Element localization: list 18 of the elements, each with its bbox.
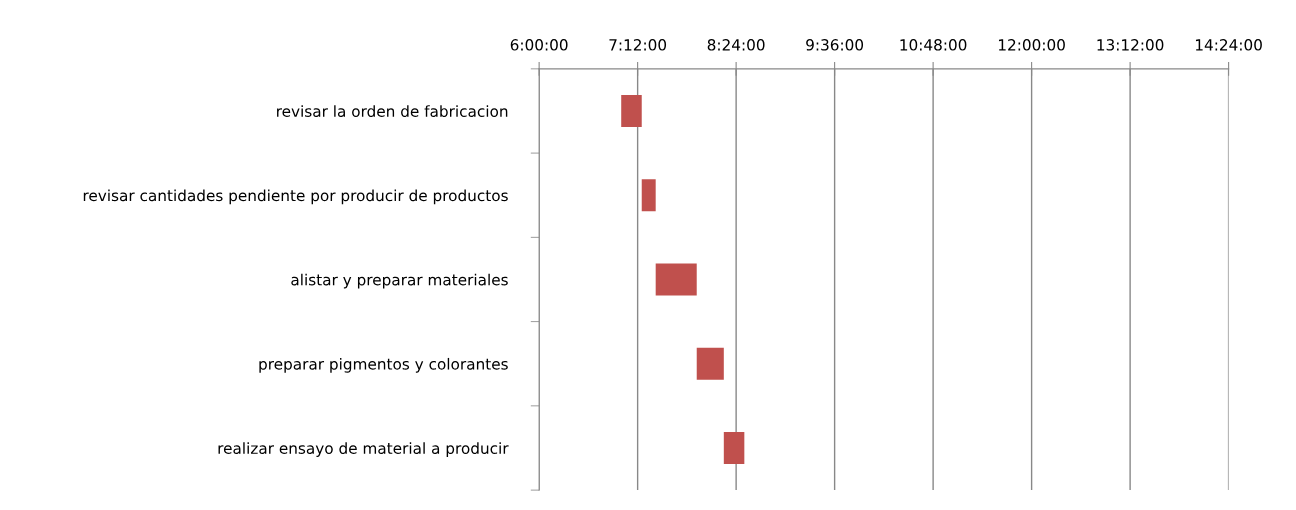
y-tick-label: preparar pigmentos y colorantes: [259, 357, 508, 373]
x-tick-label: 7:12:00: [609, 39, 667, 51]
bar: [696, 347, 724, 380]
y-tick-label: realizar ensayo de material a producir: [218, 442, 509, 457]
x-tick-label: 8:24:00: [707, 39, 765, 51]
y-tick-label: alistar y preparar materiales: [291, 273, 508, 289]
bar: [723, 431, 745, 464]
y-tick-label: revisar la orden de fabricacion: [277, 105, 508, 117]
bar: [621, 94, 642, 127]
x-tick-label: 9:36:00: [806, 39, 864, 51]
bar: [655, 263, 697, 296]
y-tick-label: revisar cantidades pendiente por producir de productos: [83, 189, 508, 205]
x-tick-label: 6:00:00: [510, 39, 568, 51]
x-tick-label: 14:24:00: [1195, 39, 1262, 51]
bar: [641, 179, 656, 212]
x-tick-label: 10:48:00: [900, 39, 967, 51]
x-tick-label: 12:00:00: [998, 39, 1065, 51]
x-tick-label: 13:12:00: [1097, 39, 1164, 51]
